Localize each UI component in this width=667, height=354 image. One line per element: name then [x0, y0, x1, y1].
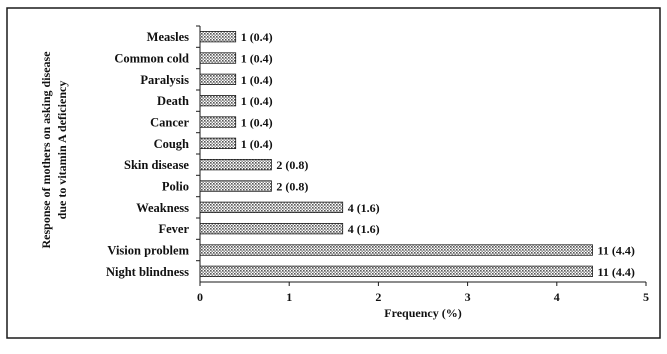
bar	[199, 30, 237, 43]
category-label: Polio	[162, 180, 189, 194]
category-label: Cough	[154, 137, 189, 151]
x-axis-title: Frequency (%)	[384, 306, 461, 320]
data-label: 1 (0.4)	[241, 52, 273, 66]
bar	[199, 95, 237, 107]
data-label: 4 (1.6)	[348, 222, 380, 236]
data-label: 1 (0.4)	[241, 94, 273, 108]
data-label: 1 (0.4)	[241, 30, 273, 44]
category-label: Weakness	[136, 201, 189, 215]
category-label: Paralysis	[140, 73, 189, 87]
bar	[199, 180, 272, 192]
data-label: 11 (4.4)	[598, 244, 635, 258]
y-axis-title: Response of mothers on asking disease due…	[39, 51, 69, 249]
bar	[199, 265, 593, 278]
y-axis-title-line: Response of mothers on asking disease	[39, 51, 53, 249]
category-label: Fever	[158, 222, 189, 236]
category-label: Cancer	[150, 116, 189, 130]
x-tick-label: 5	[643, 290, 649, 304]
data-label: 2 (0.8)	[276, 158, 308, 172]
y-axis-title-line: due to vitamin A deficiency	[55, 81, 69, 220]
bar	[199, 137, 237, 150]
category-label: Skin disease	[124, 158, 189, 172]
category-label: Measles	[147, 30, 189, 44]
category-label: Vision problem	[107, 244, 189, 258]
bar	[199, 158, 272, 171]
x-tick-label: 1	[286, 290, 292, 304]
category-label: Common cold	[114, 52, 189, 66]
category-label: Death	[157, 94, 189, 108]
x-tick-label: 2	[375, 290, 381, 304]
data-label: 1 (0.4)	[241, 73, 273, 87]
category-label: Night blindness	[106, 265, 189, 279]
bar	[199, 201, 344, 214]
bar	[199, 222, 344, 235]
data-label: 11 (4.4)	[598, 265, 635, 279]
chart-frame	[6, 7, 661, 339]
data-label: 2 (0.8)	[276, 180, 308, 194]
bar	[199, 116, 237, 128]
x-tick-label: 4	[554, 290, 560, 304]
data-label: 1 (0.4)	[241, 116, 273, 130]
data-label: 1 (0.4)	[241, 137, 273, 151]
bar	[199, 244, 593, 256]
x-tick-label: 0	[197, 290, 203, 304]
bar	[199, 73, 237, 85]
data-label: 4 (1.6)	[348, 201, 380, 215]
bar	[199, 52, 237, 64]
x-tick-label: 3	[465, 290, 471, 304]
